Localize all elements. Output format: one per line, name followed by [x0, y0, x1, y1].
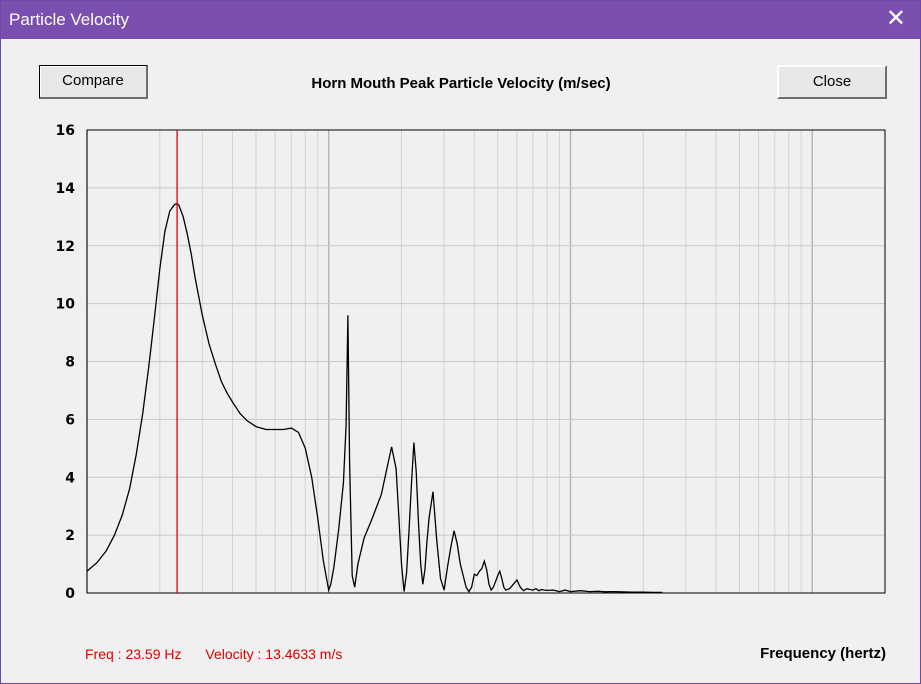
y-tick-label: 2: [65, 528, 75, 544]
y-tick-label: 12: [56, 239, 75, 255]
chart-title: Horn Mouth Peak Particle Velocity (m/sec…: [311, 75, 611, 92]
x-axis-label: Frequency (hertz): [760, 645, 886, 662]
freq-readout: Freq : 23.59 Hz: [85, 646, 182, 662]
velocity-curve: [86, 202, 663, 594]
y-tick-label: 10: [56, 297, 76, 313]
y-tick-labels: 0 2 4 6 8 10 12 14 16: [56, 123, 76, 599]
y-tick-label: 6: [65, 412, 75, 428]
close-icon[interactable]: ✕: [885, 5, 906, 32]
compare-button[interactable]: Compare: [39, 65, 148, 99]
title-bar: Particle Velocity ✕: [1, 1, 920, 39]
cursor-readout: Freq : 23.59 Hz Velocity : 13.4633 m/s: [85, 646, 362, 662]
y-tick-label: 14: [56, 181, 76, 197]
plot-frame: [86, 129, 886, 594]
grid-lines: [86, 129, 886, 594]
y-tick-label: 0: [65, 586, 75, 599]
y-tick-label: 16: [56, 123, 75, 139]
compare-button-label: Compare: [62, 72, 124, 89]
y-tick-label: 8: [65, 355, 75, 371]
velocity-readout: Velocity : 13.4633 m/s: [205, 646, 343, 662]
close-button[interactable]: Close: [777, 65, 887, 99]
y-tick-label: 4: [65, 470, 75, 486]
window-title: Particle Velocity: [9, 10, 129, 29]
